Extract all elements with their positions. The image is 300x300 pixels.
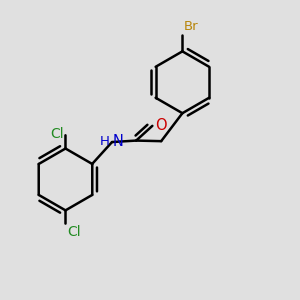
Text: N: N [112,134,124,149]
Text: Cl: Cl [50,128,64,141]
Text: O: O [155,118,166,134]
Text: H: H [100,135,110,148]
Text: Br: Br [184,20,199,33]
Text: Cl: Cl [67,225,81,239]
